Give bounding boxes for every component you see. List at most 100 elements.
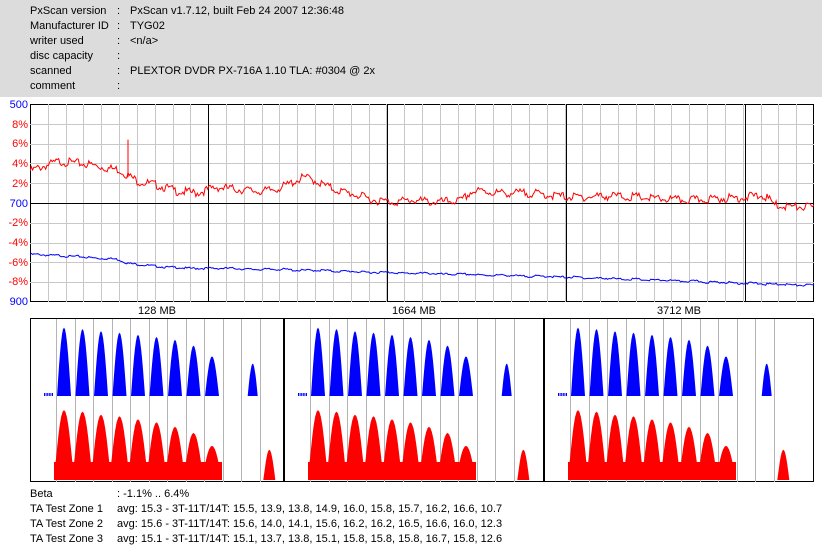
beta-series-line xyxy=(30,156,814,212)
blue-peak-extra xyxy=(501,363,512,396)
axis-label: 2% xyxy=(12,177,28,190)
blue-peak xyxy=(168,339,182,396)
axis-label: 8% xyxy=(12,118,28,131)
blue-peak xyxy=(645,334,659,396)
axis-label: -8% xyxy=(8,276,28,289)
blue-tick xyxy=(561,393,563,396)
zone-histogram xyxy=(30,318,284,482)
blue-tick xyxy=(562,393,564,396)
header-label: Manufacturer ID xyxy=(30,20,109,32)
zone-title: 3712 MB xyxy=(656,305,702,317)
red-base-fill xyxy=(54,462,222,480)
jitter-beta-graph xyxy=(30,104,814,302)
footer-label: TA Test Zone 2 xyxy=(30,518,103,530)
footer-label: TA Test Zone 1 xyxy=(30,503,103,515)
blue-tick xyxy=(302,393,304,396)
blue-tick xyxy=(45,393,47,396)
scan-info-header: PxScan version : PxScan v1.7.12, built F… xyxy=(0,0,822,97)
blue-peak xyxy=(663,337,678,396)
blue-peak xyxy=(311,327,325,396)
blue-tick xyxy=(52,393,53,396)
axis-label: -4% xyxy=(8,236,28,249)
blue-peak-extra xyxy=(761,363,772,396)
red-peak-extra xyxy=(517,449,530,480)
blue-peak xyxy=(422,339,436,396)
header-label: disc capacity xyxy=(30,50,93,62)
blue-peak xyxy=(94,331,108,396)
blue-peak xyxy=(608,331,622,396)
blue-peak xyxy=(131,334,145,396)
header-sep: : xyxy=(117,5,121,17)
axis-label: 4% xyxy=(12,158,28,171)
axis-label: 6% xyxy=(12,138,28,151)
red-base-fill xyxy=(568,462,736,480)
header-label: writer used xyxy=(30,35,84,47)
ta-zone-1: 128 MB xyxy=(30,304,284,482)
header-sep: : xyxy=(117,50,121,62)
axis-label: -2% xyxy=(8,217,28,230)
blue-peak xyxy=(589,329,604,396)
blue-tick xyxy=(558,393,559,396)
blue-peak xyxy=(149,337,164,396)
axis-label: -6% xyxy=(8,256,28,269)
footer-value: : -1.1% .. 6.4% xyxy=(117,488,190,500)
blue-tick xyxy=(48,393,50,396)
blue-peak xyxy=(571,327,585,396)
blue-tick xyxy=(47,393,49,396)
header-label: scanned xyxy=(30,65,72,77)
blue-tick xyxy=(559,393,561,396)
axis-label: 500 xyxy=(9,99,28,111)
red-base-fill xyxy=(308,462,476,480)
blue-tick xyxy=(44,393,45,396)
red-peak-extra xyxy=(263,449,276,480)
header-sep: : xyxy=(117,35,121,47)
blue-peak xyxy=(366,332,381,396)
footer-label: Beta xyxy=(30,488,53,500)
blue-peak-extra xyxy=(247,363,258,396)
blue-peak xyxy=(348,331,362,396)
blue-tick xyxy=(564,393,566,396)
axis-label: 900 xyxy=(9,296,28,308)
header-sep: : xyxy=(117,80,121,92)
ta-zone-2: 1664 MB xyxy=(284,304,544,482)
blue-peak xyxy=(440,345,455,396)
blue-tick xyxy=(306,393,307,396)
header-label: PxScan version xyxy=(30,5,107,17)
zone-histogram xyxy=(544,318,814,482)
blue-tick xyxy=(301,393,303,396)
blue-peak xyxy=(459,356,473,396)
zone-title: 128 MB xyxy=(138,305,176,317)
jitter-series-line xyxy=(30,252,814,287)
header-value: PxScan v1.7.12, built Feb 24 2007 12:36:… xyxy=(130,5,345,17)
footer-value: avg: 15.6 - 3T-11T/14T: 15.6, 14.0, 14.1… xyxy=(117,518,503,530)
ta-zone-3: 3712 MB xyxy=(544,304,814,482)
header-value: TYG02 xyxy=(130,20,165,32)
blue-peak xyxy=(75,329,90,396)
blue-peak xyxy=(626,332,641,396)
footer-value: avg: 15.3 - 3T-11T/14T: 15.5, 13.9, 13.8… xyxy=(117,503,503,515)
blue-peak xyxy=(719,356,733,396)
blue-tick xyxy=(304,393,306,396)
header-sep: : xyxy=(117,20,121,32)
blue-peak xyxy=(186,345,201,396)
blue-tick xyxy=(299,393,301,396)
header-label: comment xyxy=(30,80,76,92)
header-value: <n/a> xyxy=(130,35,159,47)
blue-peak xyxy=(700,345,715,396)
axis-label: 700 xyxy=(9,197,28,210)
footer-value: avg: 15.1 - 3T-11T/14T: 15.1, 13.7, 13.8… xyxy=(117,533,503,545)
header-sep: : xyxy=(117,65,121,77)
zone-title: 1664 MB xyxy=(391,305,437,317)
footer-label: TA Test Zone 3 xyxy=(30,533,103,545)
blue-peak xyxy=(205,356,219,396)
blue-peak xyxy=(385,334,399,396)
blue-tick xyxy=(298,393,299,396)
blue-peak xyxy=(329,329,344,396)
blue-tick xyxy=(566,393,567,396)
red-peak-extra xyxy=(777,449,790,480)
blue-peak xyxy=(57,327,71,396)
blue-peak xyxy=(112,332,127,396)
zone-histogram xyxy=(284,318,544,482)
blue-tick xyxy=(50,393,52,396)
header-value: PLEXTOR DVDR PX-716A 1.10 TLA: #0304 @ 2… xyxy=(130,65,375,77)
